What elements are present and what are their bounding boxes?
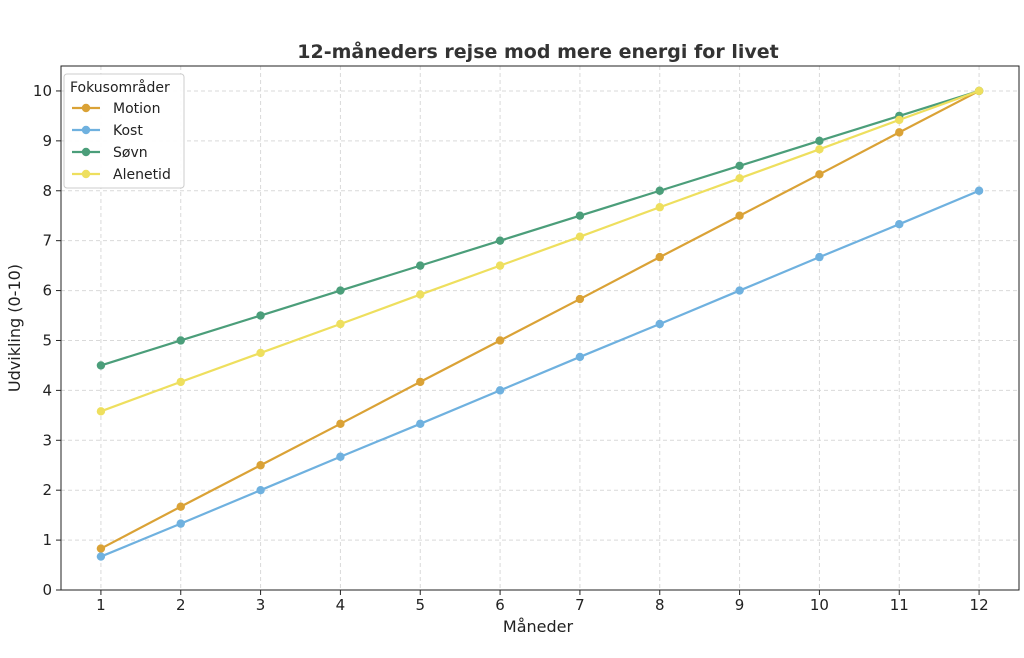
x-tick-label: 7: [575, 596, 585, 614]
data-point-motion: [895, 128, 904, 137]
plot-frame: [60, 65, 1020, 591]
axes: [56, 65, 1020, 595]
y-tick-label: 3: [42, 431, 52, 449]
y-tick-label: 2: [42, 481, 52, 499]
data-point-kost: [895, 219, 904, 229]
data-point-kost: [815, 252, 824, 262]
series-line-alenetid: [100, 89, 980, 413]
data-point-alenetid: [974, 86, 984, 96]
legend-box: [63, 73, 185, 189]
x-tick-label: 5: [415, 596, 425, 614]
data-point-motion: [336, 419, 345, 429]
legend-entry-alenetid: Alenetid: [72, 167, 171, 183]
data-point-kost: [974, 186, 984, 195]
data-point-kost: [495, 386, 505, 395]
data-point-alenetid: [895, 115, 904, 125]
legend-entry-motion: Motion: [72, 101, 160, 117]
legend-swatch-marker: [81, 147, 91, 157]
legend-swatch-marker: [81, 103, 91, 113]
y-tick-label: 10: [33, 82, 52, 100]
data-point-kost: [96, 552, 106, 561]
data-point-alenetid: [416, 290, 425, 299]
x-tick-label: 3: [256, 596, 266, 614]
y-tick-label: 8: [42, 182, 52, 200]
data-point-kost: [416, 419, 425, 429]
chart-title: 12-måneders rejse mod mere energi for li…: [297, 39, 778, 63]
legend-entry-s-vn: Søvn: [72, 145, 148, 161]
y-tick-label: 1: [42, 531, 52, 549]
data-point-alenetid: [815, 145, 824, 154]
data-point-alenetid: [256, 348, 265, 358]
data-point-kost: [256, 485, 265, 495]
series-alenetid: [96, 86, 984, 416]
legend-entry-kost: Kost: [72, 123, 143, 139]
series-line-s-vn: [100, 89, 980, 367]
legend-swatch-marker: [81, 125, 91, 135]
data-point-motion: [655, 252, 664, 262]
data-point-s-vn: [495, 236, 505, 245]
data-point-alenetid: [336, 319, 345, 329]
data-point-motion: [176, 502, 185, 511]
data-point-motion: [495, 336, 505, 345]
data-point-kost: [575, 352, 585, 362]
data-point-motion: [96, 544, 106, 553]
data-point-motion: [256, 461, 265, 470]
data-point-kost: [176, 519, 185, 528]
data-point-s-vn: [815, 136, 824, 146]
data-point-motion: [815, 170, 824, 179]
y-tick-label: 6: [42, 282, 52, 300]
series-motion: [96, 86, 984, 553]
data-point-s-vn: [336, 286, 345, 295]
legend-label: Søvn: [113, 145, 148, 161]
x-tick-label: 6: [495, 596, 505, 614]
x-tick-label: 9: [735, 596, 745, 614]
data-point-s-vn: [176, 336, 185, 345]
data-point-s-vn: [655, 186, 664, 195]
y-tick-label: 7: [42, 232, 52, 250]
x-tick-label: 2: [176, 596, 186, 614]
x-tick-label: 11: [890, 596, 909, 614]
data-point-motion: [416, 377, 425, 387]
y-tick-label: 9: [42, 132, 52, 150]
y-axis-label: Udvikling (0-10): [5, 264, 24, 392]
legend-label: Alenetid: [113, 167, 171, 183]
legend-swatch-marker: [81, 169, 91, 179]
series-layer: [96, 86, 984, 561]
x-tick-label: 4: [336, 596, 346, 614]
data-point-alenetid: [176, 377, 185, 387]
legend-title: Fokusområder: [70, 79, 170, 96]
legend-label: Kost: [113, 123, 143, 139]
x-tick-label: 12: [970, 596, 989, 614]
x-axis-label: Måneder: [503, 617, 574, 636]
data-point-alenetid: [495, 261, 505, 270]
data-point-motion: [735, 211, 744, 220]
data-point-kost: [655, 319, 664, 329]
x-tick-label: 10: [810, 596, 829, 614]
data-point-motion: [575, 294, 585, 304]
y-tick-label: 4: [42, 381, 52, 399]
series-line-kost: [100, 189, 980, 558]
data-point-s-vn: [735, 161, 744, 171]
data-point-alenetid: [575, 232, 585, 241]
data-point-kost: [336, 452, 345, 461]
data-point-alenetid: [735, 174, 744, 183]
series-kost: [96, 186, 984, 561]
data-point-s-vn: [575, 211, 585, 220]
data-point-alenetid: [96, 407, 106, 416]
data-point-s-vn: [256, 311, 265, 320]
series-line-motion: [100, 89, 980, 550]
legend-label: Motion: [113, 101, 160, 117]
y-tick-label: 5: [42, 331, 52, 349]
x-tick-label: 8: [655, 596, 665, 614]
data-point-s-vn: [416, 261, 425, 270]
y-tick-label: 0: [42, 581, 52, 599]
legend: Fokusområder Motion Kost Søvn Alenetid: [63, 73, 185, 189]
x-tick-label: 1: [96, 596, 106, 614]
data-point-kost: [735, 286, 744, 295]
data-point-alenetid: [655, 203, 664, 212]
data-point-s-vn: [96, 361, 106, 370]
series-s-vn: [96, 86, 984, 370]
